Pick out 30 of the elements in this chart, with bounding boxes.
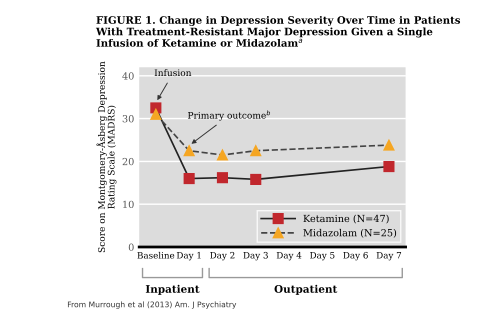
x-tick-label: Day 6 [343,252,368,260]
point [250,145,262,156]
x-tick-label: Day 5 [310,252,334,260]
point [184,145,195,156]
x-tick-label: Baseline [137,252,174,259]
y-tick-label: 40 [122,72,134,80]
point [150,108,162,120]
legend-label: Midazolam (N=25) [303,228,396,238]
point [216,149,228,161]
annotation: Infusion [154,69,192,76]
y-tick-label: 30 [122,115,134,122]
point [216,172,228,184]
y-tick-label: 0 [128,244,134,251]
legend-label: Ketamine (N=47) [304,214,389,224]
y-tick-label: 20 [122,158,134,166]
point [184,172,195,184]
text: Outpatient [274,284,338,295]
chart-title: FIGURE 1. Change in Depression Severity Over Time in Patients With Treatment-Resistant Major Depression Given a Single Infusion of Ketamine or Midazolam$^{a}$ [96,16,460,47]
point [383,160,395,172]
point [383,140,395,151]
point [250,174,262,185]
text: Inpatient [146,284,200,295]
x-tick-label: Day 1 [176,252,201,260]
x-tick-label: Day 7 [376,252,402,260]
annotation: Primary outcome$^{b}$ [188,110,270,121]
x-tick-label: Day 3 [243,252,268,260]
y-tick-label: 10 [123,200,134,208]
x-tick-label: Day 2 [210,252,234,260]
y-axis-title: Score on Montgomery-Åsberg Depression Rating Scale (MADRS) [96,62,116,252]
x-tick-label: Day 4 [276,252,302,260]
